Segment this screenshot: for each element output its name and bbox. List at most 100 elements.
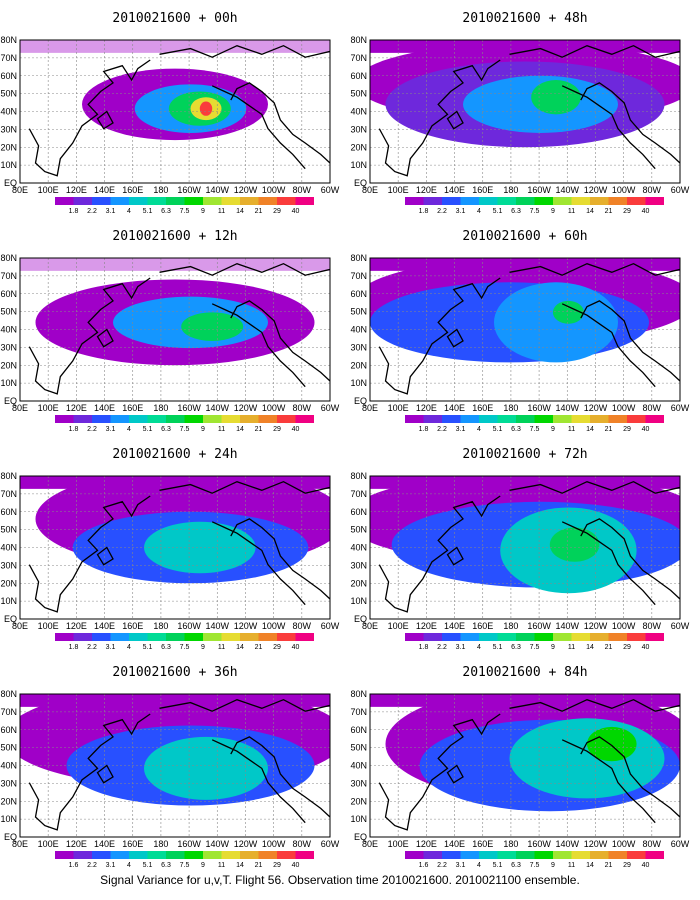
- lon-tick-label: 60W: [671, 621, 690, 631]
- legend-label: 40: [292, 208, 300, 215]
- legend-swatch: [571, 633, 590, 641]
- lat-tick-label: 20N: [0, 578, 17, 588]
- lat-tick-label: 40N: [0, 325, 17, 335]
- lon-tick-label: 160W: [177, 185, 201, 195]
- legend-swatch: [295, 415, 314, 423]
- panel-title: 2010021600 + 36h: [112, 665, 237, 680]
- legend-swatch: [553, 197, 572, 205]
- coastline: [561, 303, 656, 388]
- legend-swatch: [516, 415, 535, 423]
- coastline: [580, 736, 680, 818]
- legend-swatch: [405, 415, 424, 423]
- legend-label: 7.5: [530, 208, 540, 215]
- legend-swatch: [516, 851, 535, 859]
- lon-tick-label: 80E: [12, 621, 28, 631]
- legend-swatch: [166, 415, 185, 423]
- legend-swatch: [147, 851, 166, 859]
- lon-tick-label: 140W: [206, 185, 230, 195]
- legend-swatch: [590, 197, 609, 205]
- legend-label: 40: [292, 644, 300, 651]
- lat-tick-label: 60N: [0, 71, 17, 81]
- lon-tick-label: 140E: [94, 185, 115, 195]
- legend-label: 29: [273, 208, 281, 215]
- legend-swatch: [73, 851, 92, 859]
- coastline: [159, 480, 330, 494]
- variance-contour: [144, 521, 256, 574]
- legend-swatch: [73, 197, 92, 205]
- legend-swatch: [460, 851, 479, 859]
- lon-tick-label: 80E: [12, 185, 28, 195]
- legend-label: 5.1: [493, 862, 503, 869]
- legend-label: 21: [255, 644, 263, 651]
- panel-title: 2010021600 + 72h: [462, 447, 587, 462]
- variance-contour: [370, 476, 680, 489]
- legend-label: 7.5: [530, 426, 540, 433]
- lon-tick-label: 100W: [262, 621, 286, 631]
- legend-swatch: [571, 851, 590, 859]
- lat-tick-label: EQ: [354, 178, 367, 188]
- legend-swatch: [497, 415, 516, 423]
- legend-label: 5.1: [143, 208, 153, 215]
- legend-label: 29: [623, 644, 631, 651]
- lat-tick-label: 60N: [350, 71, 367, 81]
- lat-tick-label: 70N: [350, 271, 367, 281]
- coastline: [378, 495, 501, 613]
- legend-swatch: [534, 197, 553, 205]
- legend-label: 21: [605, 426, 613, 433]
- legend-label: 11: [218, 208, 225, 215]
- lat-tick-label: 10N: [350, 378, 367, 388]
- legend-label: 21: [605, 644, 613, 651]
- lon-tick-label: 160W: [527, 621, 551, 631]
- lat-tick-label: EQ: [354, 614, 367, 624]
- legend-swatch: [645, 851, 664, 859]
- coastline: [159, 262, 330, 276]
- panel-title: 2010021600 + 60h: [462, 229, 587, 244]
- legend-label: 14: [236, 426, 244, 433]
- color-legend: 1.8 2.2 3.1 4 5.1 6.3 7.5 9 11 14 21 29 40: [405, 197, 664, 215]
- lon-tick-label: 140E: [444, 839, 465, 849]
- legend-label: 2.2: [87, 208, 97, 215]
- legend-swatch: [442, 415, 461, 423]
- legend-label: 9: [551, 644, 555, 651]
- legend-swatch: [479, 633, 498, 641]
- legend-label: 14: [586, 644, 594, 651]
- legend-label: 21: [605, 862, 613, 869]
- coastline: [378, 277, 501, 395]
- legend-label: 1.6: [69, 862, 79, 869]
- lon-tick-label: 140W: [206, 839, 230, 849]
- legend-label: 7.5: [180, 644, 190, 651]
- legend-label: 2.2: [437, 862, 447, 869]
- lon-tick-label: 120W: [584, 839, 608, 849]
- lat-tick-label: EQ: [354, 396, 367, 406]
- color-legend: 1.6 2.2 3.1 4 5.1 6.3 7.5 9 11 14 21 29 40: [55, 851, 314, 869]
- lon-tick-label: 60W: [671, 185, 690, 195]
- coastline: [230, 82, 330, 164]
- legend-label: 4: [477, 208, 481, 215]
- legend-swatch: [442, 197, 461, 205]
- lon-tick-label: 80E: [12, 403, 28, 413]
- map-panel: 2010021600 + 24h 80E 100E 120E 140E 160E 180 16…: [0, 447, 339, 651]
- legend-swatch: [553, 851, 572, 859]
- lat-tick-label: 50N: [350, 525, 367, 535]
- coastline: [159, 698, 330, 712]
- legend-swatch: [277, 633, 296, 641]
- map-panel: 2010021600 + 84h 80E 100E 120E 140E 160E 180 16…: [350, 665, 689, 869]
- panel-title: 2010021600 + 48h: [462, 11, 587, 26]
- variance-field: [20, 476, 330, 619]
- lat-tick-label: 20N: [0, 142, 17, 152]
- legend-label: 9: [551, 862, 555, 869]
- legend-swatch: [277, 197, 296, 205]
- legend-swatch: [110, 633, 129, 641]
- legend-label: 11: [218, 426, 225, 433]
- lon-tick-label: 120E: [416, 839, 437, 849]
- lon-tick-label: 80W: [293, 839, 312, 849]
- variance-contour: [370, 694, 680, 707]
- coastline: [211, 85, 306, 170]
- legend-label: 5.1: [493, 208, 503, 215]
- legend-label: 5.1: [493, 644, 503, 651]
- lat-tick-label: 60N: [0, 725, 17, 735]
- legend-swatch: [608, 633, 627, 641]
- map-panel: 2010021600 + 36h 80E 100E 120E 140E 160E 180 16…: [0, 665, 339, 869]
- coastline: [211, 303, 306, 388]
- legend-label: 4: [477, 644, 481, 651]
